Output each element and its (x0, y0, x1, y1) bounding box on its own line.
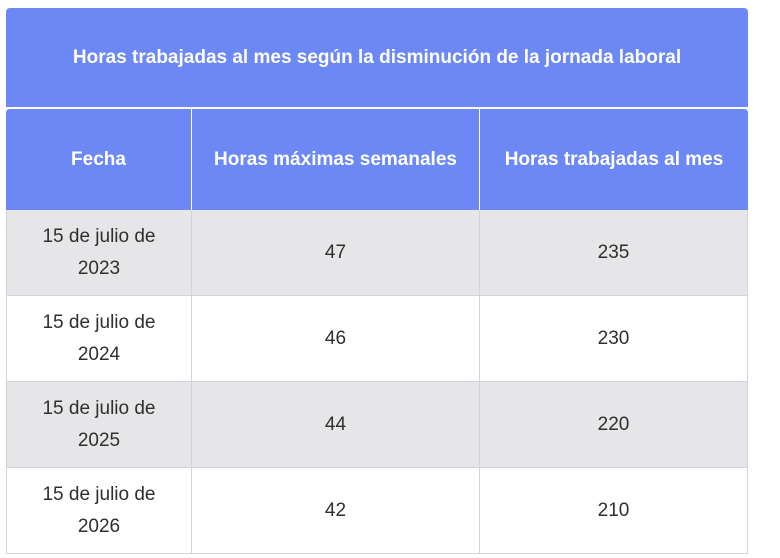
cell-monthly-hours: 210 (480, 468, 749, 554)
cell-date: 15 de julio de 2024 (6, 296, 192, 382)
cell-monthly-hours: 230 (480, 296, 749, 382)
cell-date: 15 de julio de 2025 (6, 382, 192, 468)
cell-monthly-hours: 220 (480, 382, 749, 468)
cell-date: 15 de julio de 2023 (6, 210, 192, 296)
table-row: 15 de julio de 2026 42 210 (6, 468, 749, 554)
cell-date: 15 de julio de 2026 (6, 468, 192, 554)
cell-max-weekly-hours: 46 (192, 296, 480, 382)
hours-table-container: Horas trabajadas al mes según la disminu… (6, 8, 749, 554)
hours-table: Horas trabajadas al mes según la disminu… (6, 8, 749, 554)
table-row: 15 de julio de 2025 44 220 (6, 382, 749, 468)
header-date: Fecha (6, 108, 192, 210)
header-max-weekly-hours: Horas máximas semanales (192, 108, 480, 210)
table-row: 15 de julio de 2023 47 235 (6, 210, 749, 296)
table-title: Horas trabajadas al mes según la disminu… (6, 8, 749, 108)
cell-max-weekly-hours: 44 (192, 382, 480, 468)
header-monthly-hours: Horas trabajadas al mes (480, 108, 749, 210)
table-header-row: Fecha Horas máximas semanales Horas trab… (6, 108, 749, 210)
table-title-row: Horas trabajadas al mes según la disminu… (6, 8, 749, 108)
cell-max-weekly-hours: 47 (192, 210, 480, 296)
table-row: 15 de julio de 2024 46 230 (6, 296, 749, 382)
cell-max-weekly-hours: 42 (192, 468, 480, 554)
cell-monthly-hours: 235 (480, 210, 749, 296)
